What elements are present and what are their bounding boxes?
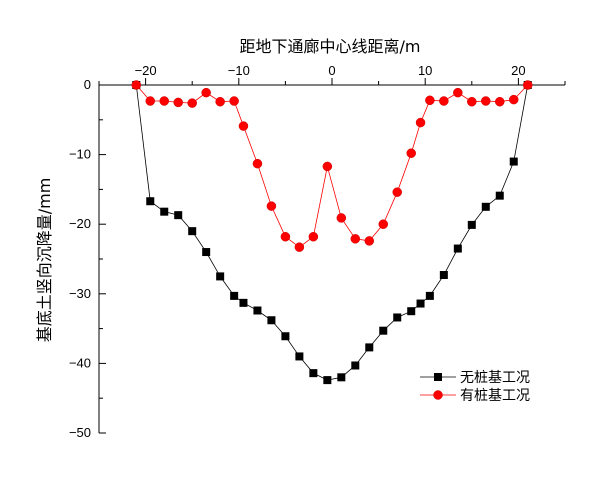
data-point bbox=[439, 96, 449, 106]
data-point bbox=[230, 291, 239, 300]
data-point bbox=[174, 211, 183, 220]
data-point bbox=[229, 96, 239, 106]
y-tick-label: −30 bbox=[69, 286, 91, 301]
data-point bbox=[280, 231, 291, 242]
data-point bbox=[308, 231, 319, 242]
data-point bbox=[146, 197, 155, 206]
data-point bbox=[416, 299, 425, 308]
series-1 bbox=[132, 81, 532, 385]
data-point bbox=[467, 96, 477, 107]
y-tick-label: 0 bbox=[84, 77, 91, 92]
legend-item: 有桩基工况 bbox=[420, 387, 530, 404]
data-point bbox=[392, 187, 402, 197]
legend-label: 有桩基工况 bbox=[460, 387, 530, 404]
data-point bbox=[337, 373, 346, 382]
data-point bbox=[322, 161, 333, 172]
data-point bbox=[481, 202, 490, 211]
data-point bbox=[415, 117, 426, 128]
y-axis-title: 基底土竖向沉降量/mm bbox=[35, 178, 54, 343]
data-point bbox=[364, 236, 375, 246]
data-point bbox=[508, 94, 519, 105]
series bbox=[131, 80, 533, 385]
x-tick-label: 20 bbox=[511, 63, 525, 78]
data-point bbox=[159, 96, 169, 106]
data-point bbox=[379, 326, 388, 335]
data-point bbox=[215, 96, 225, 107]
y-tick-label: −10 bbox=[69, 147, 91, 162]
data-point bbox=[495, 96, 505, 107]
data-point bbox=[131, 80, 142, 90]
data-point bbox=[267, 316, 276, 325]
legend-item: 无桩基工况 bbox=[420, 369, 530, 386]
data-point bbox=[253, 306, 262, 315]
data-point bbox=[239, 298, 248, 307]
data-point bbox=[187, 98, 197, 108]
x-tick-label: 10 bbox=[418, 63, 432, 78]
data-point bbox=[309, 369, 318, 378]
data-point bbox=[378, 219, 389, 229]
data-point bbox=[160, 207, 169, 216]
data-point bbox=[216, 272, 225, 281]
data-point bbox=[145, 96, 156, 106]
data-point bbox=[336, 213, 347, 223]
data-point bbox=[365, 343, 374, 352]
data-point bbox=[425, 291, 434, 300]
data-point bbox=[407, 307, 416, 316]
y-tick-label: −20 bbox=[69, 216, 91, 231]
data-point bbox=[439, 271, 448, 280]
legend-label: 无桩基工况 bbox=[460, 369, 530, 386]
data-point bbox=[453, 244, 462, 253]
data-point bbox=[509, 157, 518, 166]
data-point bbox=[495, 191, 504, 200]
ticks: −20 −10 0 10 20 0 −10 −20 −30 −40 −50 bbox=[69, 63, 566, 440]
x-tick-label: 0 bbox=[328, 63, 335, 78]
legend-marker bbox=[433, 390, 443, 400]
data-point bbox=[522, 80, 533, 90]
y-tick-label: −50 bbox=[69, 425, 91, 440]
data-point bbox=[252, 158, 263, 169]
data-point bbox=[202, 248, 211, 257]
data-point bbox=[266, 201, 277, 211]
data-point bbox=[295, 352, 304, 361]
y-tick-label: −40 bbox=[69, 355, 91, 370]
x-tick-label: −20 bbox=[135, 63, 157, 78]
x-axis-title: 距地下通廊中心线距离/m bbox=[240, 37, 421, 56]
x-tick-label: −10 bbox=[228, 63, 250, 78]
data-point bbox=[294, 242, 305, 252]
data-point bbox=[453, 87, 463, 98]
data-point bbox=[481, 96, 491, 106]
data-point bbox=[323, 376, 332, 385]
data-point bbox=[173, 97, 183, 108]
data-point bbox=[281, 332, 290, 341]
legend-marker bbox=[434, 373, 442, 381]
data-point bbox=[188, 227, 197, 236]
data-point bbox=[351, 361, 360, 370]
series-2 bbox=[131, 80, 533, 252]
data-point bbox=[467, 220, 476, 229]
data-point bbox=[425, 95, 435, 106]
data-point bbox=[406, 148, 416, 158]
data-point bbox=[238, 121, 249, 131]
data-point bbox=[350, 234, 361, 244]
data-point bbox=[393, 313, 402, 322]
data-point bbox=[201, 87, 211, 98]
